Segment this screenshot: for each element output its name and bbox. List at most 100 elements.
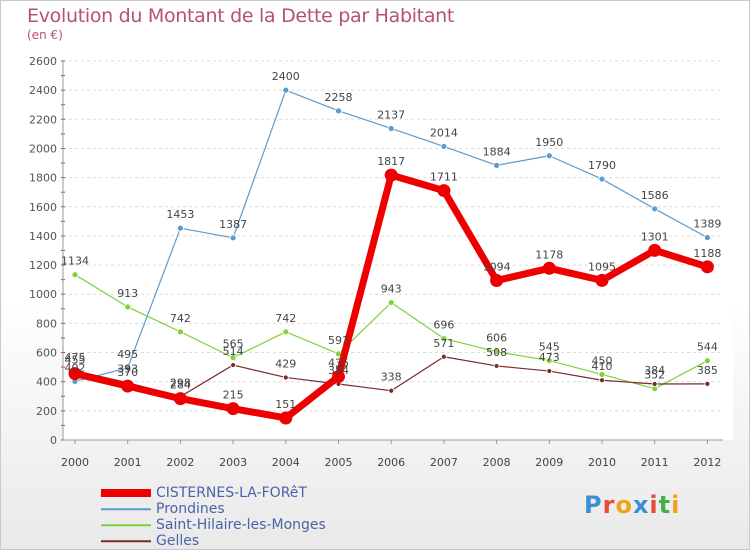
data-label: 2258 (325, 91, 353, 104)
data-label: 435 (328, 357, 349, 370)
data-label: 943 (381, 283, 402, 296)
data-point (700, 260, 714, 274)
y-tick-label: 2200 (29, 113, 57, 126)
logo-letter: r (602, 491, 616, 519)
logo-letter: o (615, 491, 633, 519)
data-label: 1134 (61, 255, 89, 268)
y-tick-label: 2000 (29, 142, 57, 155)
logo-letter: x (632, 491, 650, 519)
y-tick-label: 1400 (29, 230, 57, 243)
data-point (651, 381, 658, 387)
data-point (387, 299, 395, 306)
data-label: 742 (275, 312, 296, 325)
data-label: 606 (486, 332, 507, 345)
x-tick-label: 2006 (377, 456, 405, 469)
data-point (226, 402, 240, 416)
data-label: 393 (117, 363, 138, 376)
x-tick-label: 2009 (535, 456, 563, 469)
data-label: 455 (65, 354, 86, 367)
data-label: 544 (697, 341, 718, 354)
logo-letter: t (658, 491, 672, 519)
x-tick-label: 2002 (166, 456, 194, 469)
data-label: 1095 (588, 260, 616, 273)
y-tick-label: 1600 (29, 201, 57, 214)
data-point (440, 353, 447, 360)
chart-subtitle: (en €) (27, 28, 63, 42)
y-tick-label: 0 (50, 434, 57, 447)
chart-title: Evolution du Montant de la Dette par Hab… (27, 5, 455, 27)
data-label: 1178 (535, 248, 563, 261)
data-label: 384 (644, 364, 665, 377)
data-point (437, 184, 451, 198)
data-point (124, 303, 132, 311)
data-point (704, 380, 711, 387)
data-point (282, 328, 290, 336)
data-point (493, 363, 500, 369)
data-point (121, 379, 135, 393)
data-label: 429 (275, 357, 296, 370)
y-tick-label: 2400 (29, 84, 57, 97)
data-point (332, 370, 345, 384)
data-point (598, 175, 606, 183)
legend-label: CISTERNES-LA-FORêT (156, 485, 307, 501)
data-label: 1094 (483, 261, 511, 274)
y-tick-label: 1200 (29, 259, 57, 272)
data-point (651, 205, 659, 213)
legend-label: Prondines (156, 501, 225, 517)
data-point (542, 261, 556, 275)
data-point (335, 107, 342, 115)
data-point (493, 161, 501, 169)
data-label: 473 (539, 351, 560, 364)
data-label: 298 (170, 377, 191, 390)
x-tick-label: 2005 (325, 456, 353, 469)
logo-letter: i (671, 491, 681, 519)
x-tick-label: 2011 (641, 456, 669, 469)
plot-area (63, 61, 733, 440)
legend-swatch (101, 524, 151, 526)
data-label: 545 (539, 341, 560, 354)
data-label: 514 (223, 345, 244, 358)
y-tick-label: 800 (36, 317, 57, 330)
data-label: 591 (328, 334, 349, 347)
data-point (279, 411, 293, 425)
data-label: 402 (65, 361, 86, 374)
y-tick-label: 200 (36, 405, 57, 418)
x-tick-label: 2003 (219, 456, 247, 469)
data-label: 1387 (219, 218, 247, 231)
data-label: 215 (223, 389, 244, 402)
x-tick-label: 2010 (588, 456, 616, 469)
data-label: 1950 (535, 136, 563, 149)
y-tick-label: 600 (36, 347, 57, 360)
data-label: 1453 (166, 208, 194, 221)
data-label: 495 (117, 348, 138, 361)
data-label: 1790 (588, 159, 616, 172)
data-point (545, 152, 553, 160)
data-point (124, 364, 132, 372)
data-point (595, 273, 609, 287)
data-point (384, 168, 398, 182)
data-point (229, 234, 237, 242)
data-label: 1301 (641, 230, 669, 243)
data-label: 1586 (641, 189, 669, 202)
data-label: 384 (328, 364, 349, 377)
x-tick-label: 2001 (114, 456, 142, 469)
data-point (490, 274, 504, 288)
data-point (704, 234, 711, 241)
data-label: 1817 (377, 155, 405, 168)
data-point (648, 243, 662, 257)
data-point (282, 86, 290, 94)
data-label: 151 (275, 398, 296, 411)
data-point (68, 367, 82, 381)
proxiti-logo: Proxiti (584, 491, 680, 519)
x-tick-label: 2012 (693, 456, 721, 469)
data-label: 338 (381, 371, 402, 384)
data-label: 2137 (377, 108, 405, 121)
data-point (71, 271, 79, 279)
data-point (387, 125, 395, 132)
data-label: 1188 (693, 247, 721, 260)
data-point (440, 335, 448, 342)
data-label: 565 (223, 338, 244, 351)
legend-swatch (101, 489, 151, 497)
legend-swatch (101, 508, 151, 510)
